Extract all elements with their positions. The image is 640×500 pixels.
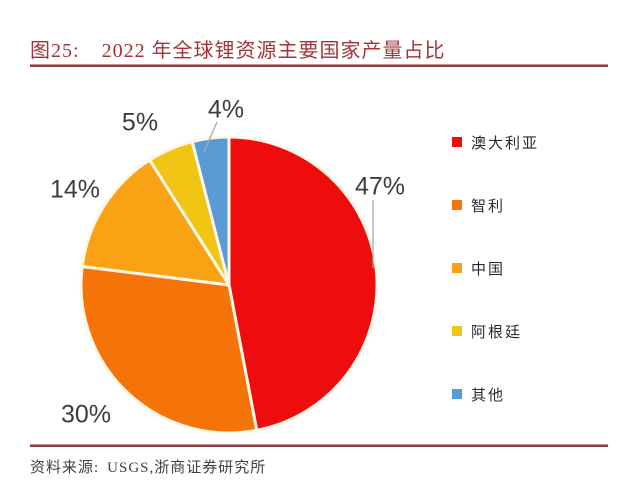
data-label-chile: 30% bbox=[60, 400, 112, 429]
header-divider bbox=[30, 64, 608, 67]
legend-item-argentina: 阿根廷 bbox=[452, 322, 539, 341]
source-label: 资料来源: bbox=[30, 460, 100, 476]
figure-number: 图25: bbox=[30, 40, 80, 62]
data-label-china: 14% bbox=[49, 175, 101, 204]
legend-swatch-icon bbox=[452, 137, 462, 147]
legend-label: 其他 bbox=[471, 387, 506, 404]
leader-line-4pct bbox=[203, 121, 218, 153]
pie-chart bbox=[79, 121, 379, 435]
pie-slice-2 bbox=[80, 158, 231, 287]
data-label-australia: 47% bbox=[354, 172, 406, 201]
legend-label: 阿根廷 bbox=[471, 324, 523, 341]
source-text: USGS,浙商证券研究所 bbox=[107, 460, 267, 476]
source-line: 资料来源: USGS,浙商证券研究所 bbox=[30, 456, 266, 477]
legend-swatch-icon bbox=[452, 263, 462, 273]
chart-legend: 澳大利亚 智利 中国 阿根廷 其他 bbox=[452, 133, 539, 448]
figure-title: 2022 年全球锂资源主要国家产量占比 bbox=[101, 40, 446, 62]
legend-item-australia: 澳大利亚 bbox=[452, 133, 540, 152]
legend-swatch-icon bbox=[452, 389, 462, 399]
legend-label: 中国 bbox=[471, 261, 506, 278]
legend-item-others: 其他 bbox=[452, 385, 539, 404]
legend-label: 智利 bbox=[471, 198, 506, 215]
legend-item-chile: 智利 bbox=[452, 196, 539, 215]
pie-slices-group bbox=[79, 135, 379, 435]
legend-label: 澳大利亚 bbox=[471, 135, 540, 152]
data-label-argentina: 5% bbox=[121, 108, 159, 137]
figure-header: 图25: 2022 年全球锂资源主要国家产量占比 bbox=[30, 34, 446, 63]
data-label-others: 4% bbox=[207, 95, 245, 124]
pie-slice-1 bbox=[79, 264, 259, 435]
legend-item-china: 中国 bbox=[452, 259, 539, 278]
legend-swatch-icon bbox=[452, 200, 462, 210]
pie-slice-0 bbox=[227, 135, 379, 432]
legend-swatch-icon bbox=[452, 326, 462, 336]
footer-divider bbox=[30, 444, 608, 447]
